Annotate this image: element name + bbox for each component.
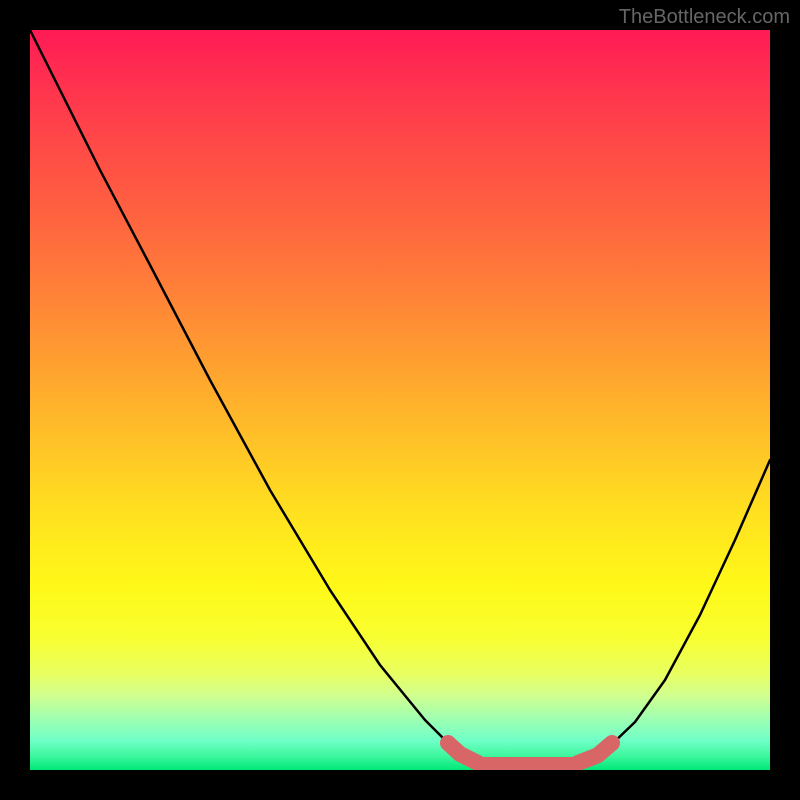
plot-area: [30, 30, 770, 770]
sweet-spot-highlight-1: [462, 755, 478, 763]
gradient-background: [30, 30, 770, 770]
bottleneck-curve-chart: [30, 30, 770, 770]
sweet-spot-highlight-4: [598, 743, 612, 755]
watermark-text: TheBottleneck.com: [619, 6, 790, 29]
chart-container: TheBottleneck.com: [0, 0, 800, 800]
